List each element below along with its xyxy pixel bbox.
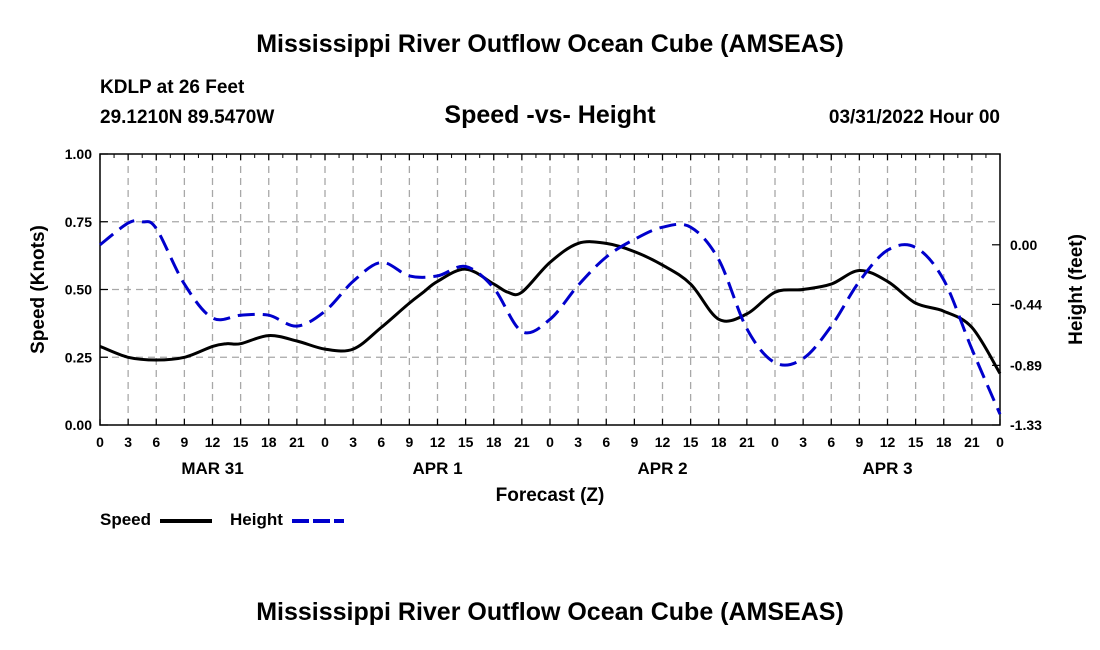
x-tick-label: 6 (602, 434, 610, 450)
x-tick-label: 9 (180, 434, 188, 450)
chart-subtitle: Speed -vs- Height (444, 101, 656, 129)
x-tick-label: 3 (799, 434, 807, 450)
station-coordinates: 29.1210N 89.5470W (100, 107, 275, 128)
chart-title: Mississippi River Outflow Ocean Cube (AM… (256, 30, 844, 58)
plot-frame (99, 153, 1001, 426)
x-tick-label: 9 (855, 434, 863, 450)
y-left-tick-label: 1.00 (65, 146, 92, 162)
x-tick-label: 15 (458, 434, 474, 450)
station-label: KDLP at 26 Feet (100, 77, 245, 98)
x-tick-label: 12 (880, 434, 896, 450)
y-axis-title-left: Speed (Knots) (28, 225, 49, 354)
y-right-tick-label: -1.33 (1010, 417, 1042, 433)
y-left-tick-label: 0.75 (65, 214, 92, 230)
data-series (99, 219, 1002, 415)
x-axis-title: Forecast (Z) (496, 485, 605, 506)
x-tick-label: 18 (711, 434, 727, 450)
x-tick-label: 21 (514, 434, 530, 450)
x-tick-label: 3 (349, 434, 357, 450)
x-tick-label: 18 (936, 434, 952, 450)
y-right-tick-label: -0.89 (1010, 357, 1042, 373)
x-tick-label: 0 (996, 434, 1004, 450)
y-right-tick-label: 0.00 (1010, 237, 1037, 253)
day-label: APR 2 (637, 459, 687, 478)
y-left-tick-label: 0.00 (65, 417, 92, 433)
x-tick-label: 6 (827, 434, 835, 450)
x-tick-label: 21 (289, 434, 305, 450)
x-tick-label: 15 (233, 434, 249, 450)
x-tick-label: 18 (261, 434, 277, 450)
day-label: MAR 31 (181, 459, 243, 478)
x-tick-label: 6 (377, 434, 385, 450)
x-tick-label: 3 (574, 434, 582, 450)
x-tick-label: 9 (405, 434, 413, 450)
speed-series-line (99, 240, 1002, 375)
x-tick-label: 6 (152, 434, 160, 450)
y-left-tick-label: 0.25 (65, 349, 92, 365)
height-series-line (99, 219, 1002, 415)
x-tick-label: 0 (546, 434, 554, 450)
x-tick-label: 21 (964, 434, 980, 450)
x-tick-label: 3 (124, 434, 132, 450)
x-tick-label: 15 (683, 434, 699, 450)
y-right-tick-label: -0.44 (1010, 296, 1042, 312)
x-tick-label: 9 (630, 434, 638, 450)
x-tick-label: 21 (739, 434, 755, 450)
grid-lines (100, 154, 1000, 425)
y-left-tick-label: 0.50 (65, 282, 92, 298)
x-tick-label: 12 (205, 434, 221, 450)
legend-label-height: Height (230, 510, 283, 529)
x-tick-label: 0 (321, 434, 329, 450)
axis-labels: 0 3 6 9 12 15 18 21 0 3 6 9 12 15 18 21 0 3 6 9 12 15 18 21 0 3 6 9… (28, 146, 1087, 506)
legend: Speed Height (100, 510, 344, 529)
forecast-date: 03/31/2022 Hour 00 (828, 107, 1000, 128)
x-tick-label: 12 (655, 434, 671, 450)
x-tick-label: 15 (908, 434, 924, 450)
y-axis-title-right: Height (feet) (1066, 234, 1087, 345)
day-label: APR 3 (862, 459, 912, 478)
legend-label-speed: Speed (100, 510, 151, 529)
x-tick-label: 0 (96, 434, 104, 450)
x-tick-label: 0 (771, 434, 779, 450)
x-tick-label: 12 (430, 434, 446, 450)
bottom-title: Mississippi River Outflow Ocean Cube (AM… (256, 598, 844, 626)
x-tick-label: 18 (486, 434, 502, 450)
day-label: APR 1 (412, 459, 462, 478)
